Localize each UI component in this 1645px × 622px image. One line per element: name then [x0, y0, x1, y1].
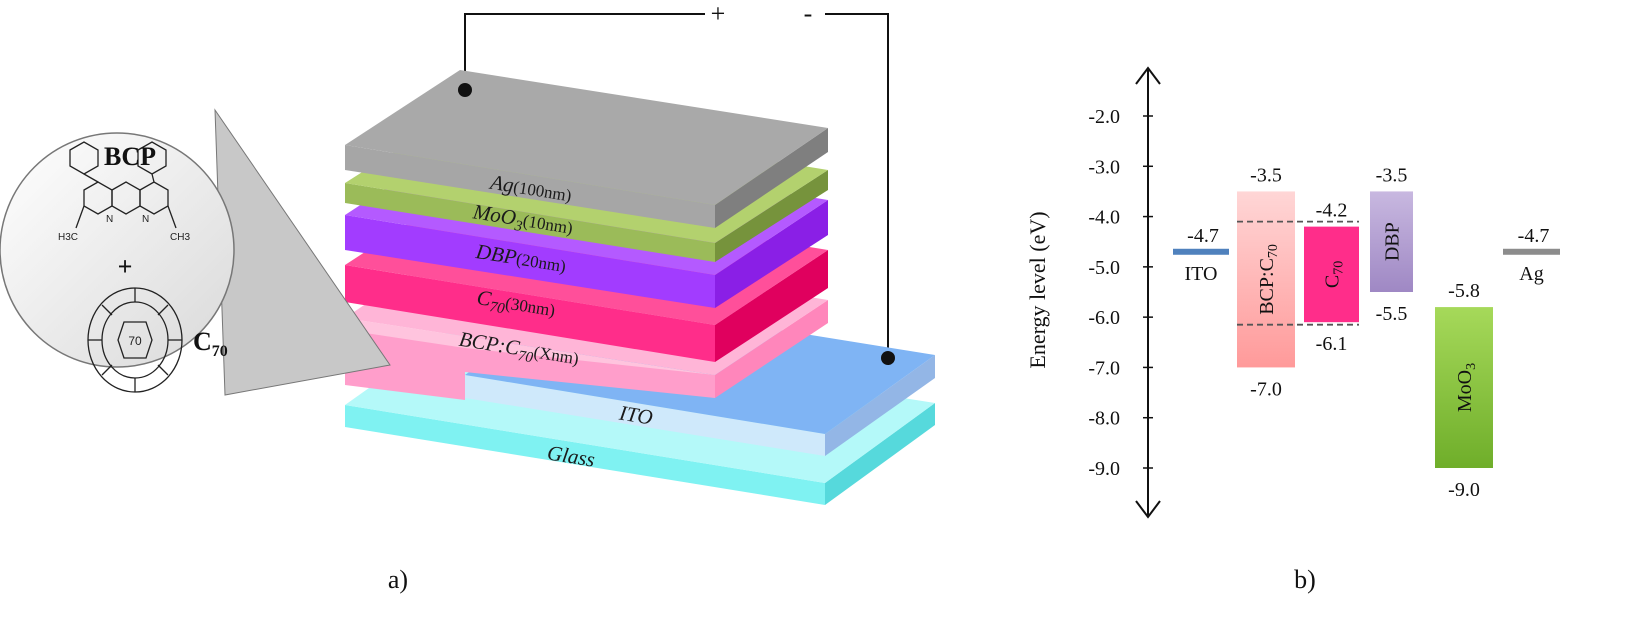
c70-title: C70 — [193, 327, 228, 360]
material-label-bcp-c70: BCP:C70 — [1256, 244, 1281, 315]
energy-level-diagram: -2.0 -3.0 -4.0 -5.0 -6.0 -7.0 -8.0 -9.0 -4.7 ITO… — [1025, 66, 1560, 594]
ito-contact-dot — [881, 351, 895, 365]
axis-tick-label: -7.0 — [1088, 357, 1120, 379]
level-bar-ag — [1503, 248, 1560, 255]
energy-axis-label: Energy level (eV) — [1025, 211, 1050, 368]
energy-bars — [1173, 191, 1560, 468]
alignment-dashes — [1237, 220, 1359, 326]
axis-tick-label: -8.0 — [1088, 408, 1120, 430]
bcp-title: BCP — [104, 142, 156, 171]
top-label-moo3: -5.8 — [1448, 280, 1480, 302]
bcp-structure — [69, 141, 177, 229]
bottom-label-moo3: -9.0 — [1448, 479, 1480, 501]
bottom-label-dbp: -5.5 — [1376, 303, 1408, 325]
top-label-c70: -4.2 — [1316, 200, 1348, 222]
bcp-n-left: N — [106, 214, 113, 225]
level-bar-c70 — [1304, 226, 1359, 323]
inset-plus: + — [118, 252, 133, 281]
axis-tick-label: -5.0 — [1088, 257, 1120, 279]
bottom-label-c70: -6.1 — [1316, 333, 1348, 355]
material-label-moo3: MoO3 — [1454, 363, 1479, 412]
bottom-label-bcp-c70: -7.0 — [1250, 378, 1282, 400]
material-label-ag: Ag — [1519, 263, 1543, 285]
top-label-bcp-c70: -3.5 — [1250, 164, 1282, 186]
plus-terminal: + — [711, 0, 726, 28]
axis-arrow-bottom — [1135, 500, 1161, 519]
axis-tick-label: -2.0 — [1088, 106, 1120, 128]
level-bar-bcp-c70 — [1237, 191, 1295, 368]
ag-contact-dot — [458, 83, 472, 97]
ito-label: ITO — [617, 400, 655, 429]
axis-arrow-top — [1135, 66, 1161, 85]
material-label-dbp: DBP — [1382, 222, 1404, 261]
top-label-dbp: -3.5 — [1376, 164, 1408, 186]
energy-axis — [1135, 66, 1161, 519]
axis-tick-label: -3.0 — [1088, 156, 1120, 178]
material-label-c70: C70 — [1322, 261, 1347, 288]
bcp-methyl-right: CH3 — [170, 232, 190, 243]
level-label-ito: -4.7 — [1187, 225, 1219, 247]
minus-terminal: - — [804, 0, 813, 28]
level-bar-moo3 — [1435, 307, 1493, 468]
energy-value-labels: -4.7 ITO -3.5 -7.0 BCP:C70 -4.2 -6.1 C70 -3.5 -5.… — [1185, 164, 1550, 501]
energy-axis-ticks: -2.0 -3.0 -4.0 -5.0 -6.0 -7.0 -8.0 -9.0 — [1088, 106, 1153, 480]
device-stack-panel: + - Glass ITO BCP:C70(Xnm) — [0, 0, 935, 594]
level-bar-dbp — [1370, 191, 1413, 292]
circuit-wires — [464, 13, 889, 356]
axis-tick-label: -9.0 — [1088, 458, 1120, 480]
bcp-methyl-left: H3C — [58, 232, 78, 243]
molecule-inset: N N H3C CH3 BCP + 70 C70 — [0, 108, 391, 396]
fullerene-center-label: 70 — [128, 334, 142, 348]
axis-tick-label: -4.0 — [1088, 207, 1120, 229]
ag-layer — [345, 70, 828, 228]
level-bar-ito — [1173, 248, 1229, 255]
panel-b-caption: b) — [1294, 565, 1316, 594]
panel-a-caption: a) — [388, 565, 408, 594]
bcp-n-right: N — [142, 214, 149, 225]
inset-circle — [0, 132, 235, 368]
axis-tick-label: -6.0 — [1088, 307, 1120, 329]
material-label-ito: ITO — [1185, 263, 1218, 285]
fullerene-structure — [87, 287, 183, 393]
level-label-ag: -4.7 — [1518, 225, 1550, 247]
